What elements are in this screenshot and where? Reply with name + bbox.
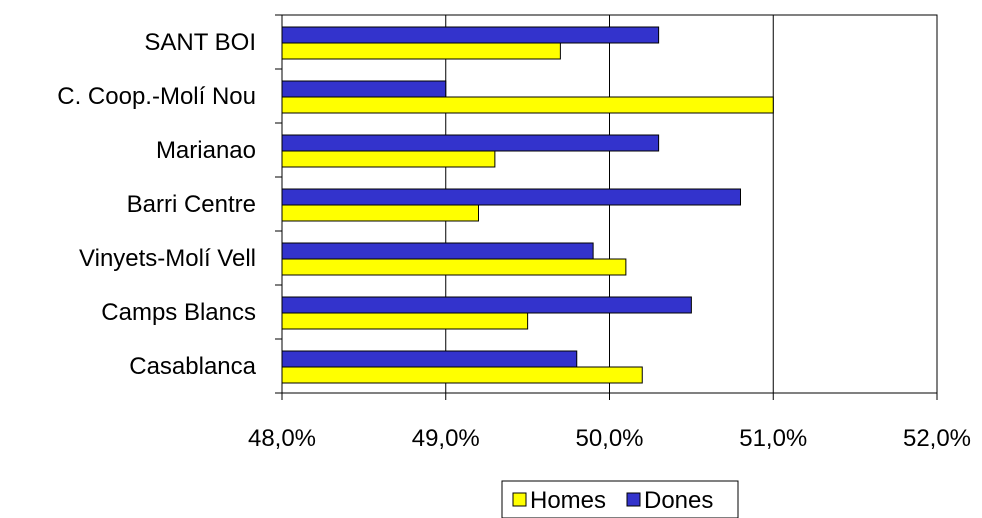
category-label: Marianao	[156, 137, 256, 164]
bar-dones	[281, 188, 741, 206]
bar-homes	[281, 42, 561, 60]
category-label: Barri Centre	[127, 191, 256, 218]
bar-dones	[281, 80, 447, 98]
tick-labels: 48,0% 49,0% 50,0% 51,0% 52,0%	[248, 425, 971, 452]
axes	[275, 14, 938, 400]
legend-label-dones: Dones	[644, 487, 713, 514]
bar-dones	[281, 296, 692, 314]
bar-homes	[281, 96, 774, 114]
x-tick-label: 51,0%	[739, 425, 807, 452]
category-label: Casablanca	[129, 353, 256, 380]
bar-dones	[281, 242, 594, 260]
legend: Homes Dones	[501, 480, 739, 518]
legend-label-homes: Homes	[530, 487, 606, 514]
category-label: C. Coop.-Molí Nou	[57, 83, 256, 110]
bar-homes	[281, 204, 479, 222]
category-label: Camps Blancs	[101, 299, 256, 326]
x-tick-label: 48,0%	[248, 425, 316, 452]
bar-homes	[281, 312, 529, 330]
bar-homes	[281, 150, 496, 168]
bar-homes	[281, 258, 627, 276]
legend-swatch-homes	[512, 492, 527, 507]
bars	[281, 26, 774, 384]
category-labels: SANT BOI C. Coop.-Molí Nou Marianao Barri C…	[57, 29, 256, 380]
x-tick-label: 50,0%	[575, 425, 643, 452]
category-label: SANT BOI	[144, 29, 256, 56]
x-tick-label: 52,0%	[903, 425, 971, 452]
bar-dones	[281, 26, 660, 44]
bar-homes	[281, 366, 643, 384]
legend-swatch-dones	[626, 492, 641, 507]
bar-dones	[281, 134, 660, 152]
legend-box	[501, 480, 739, 518]
category-label: Vinyets-Molí Vell	[79, 245, 256, 272]
x-tick-label: 49,0%	[412, 425, 480, 452]
bar-dones	[281, 350, 578, 368]
